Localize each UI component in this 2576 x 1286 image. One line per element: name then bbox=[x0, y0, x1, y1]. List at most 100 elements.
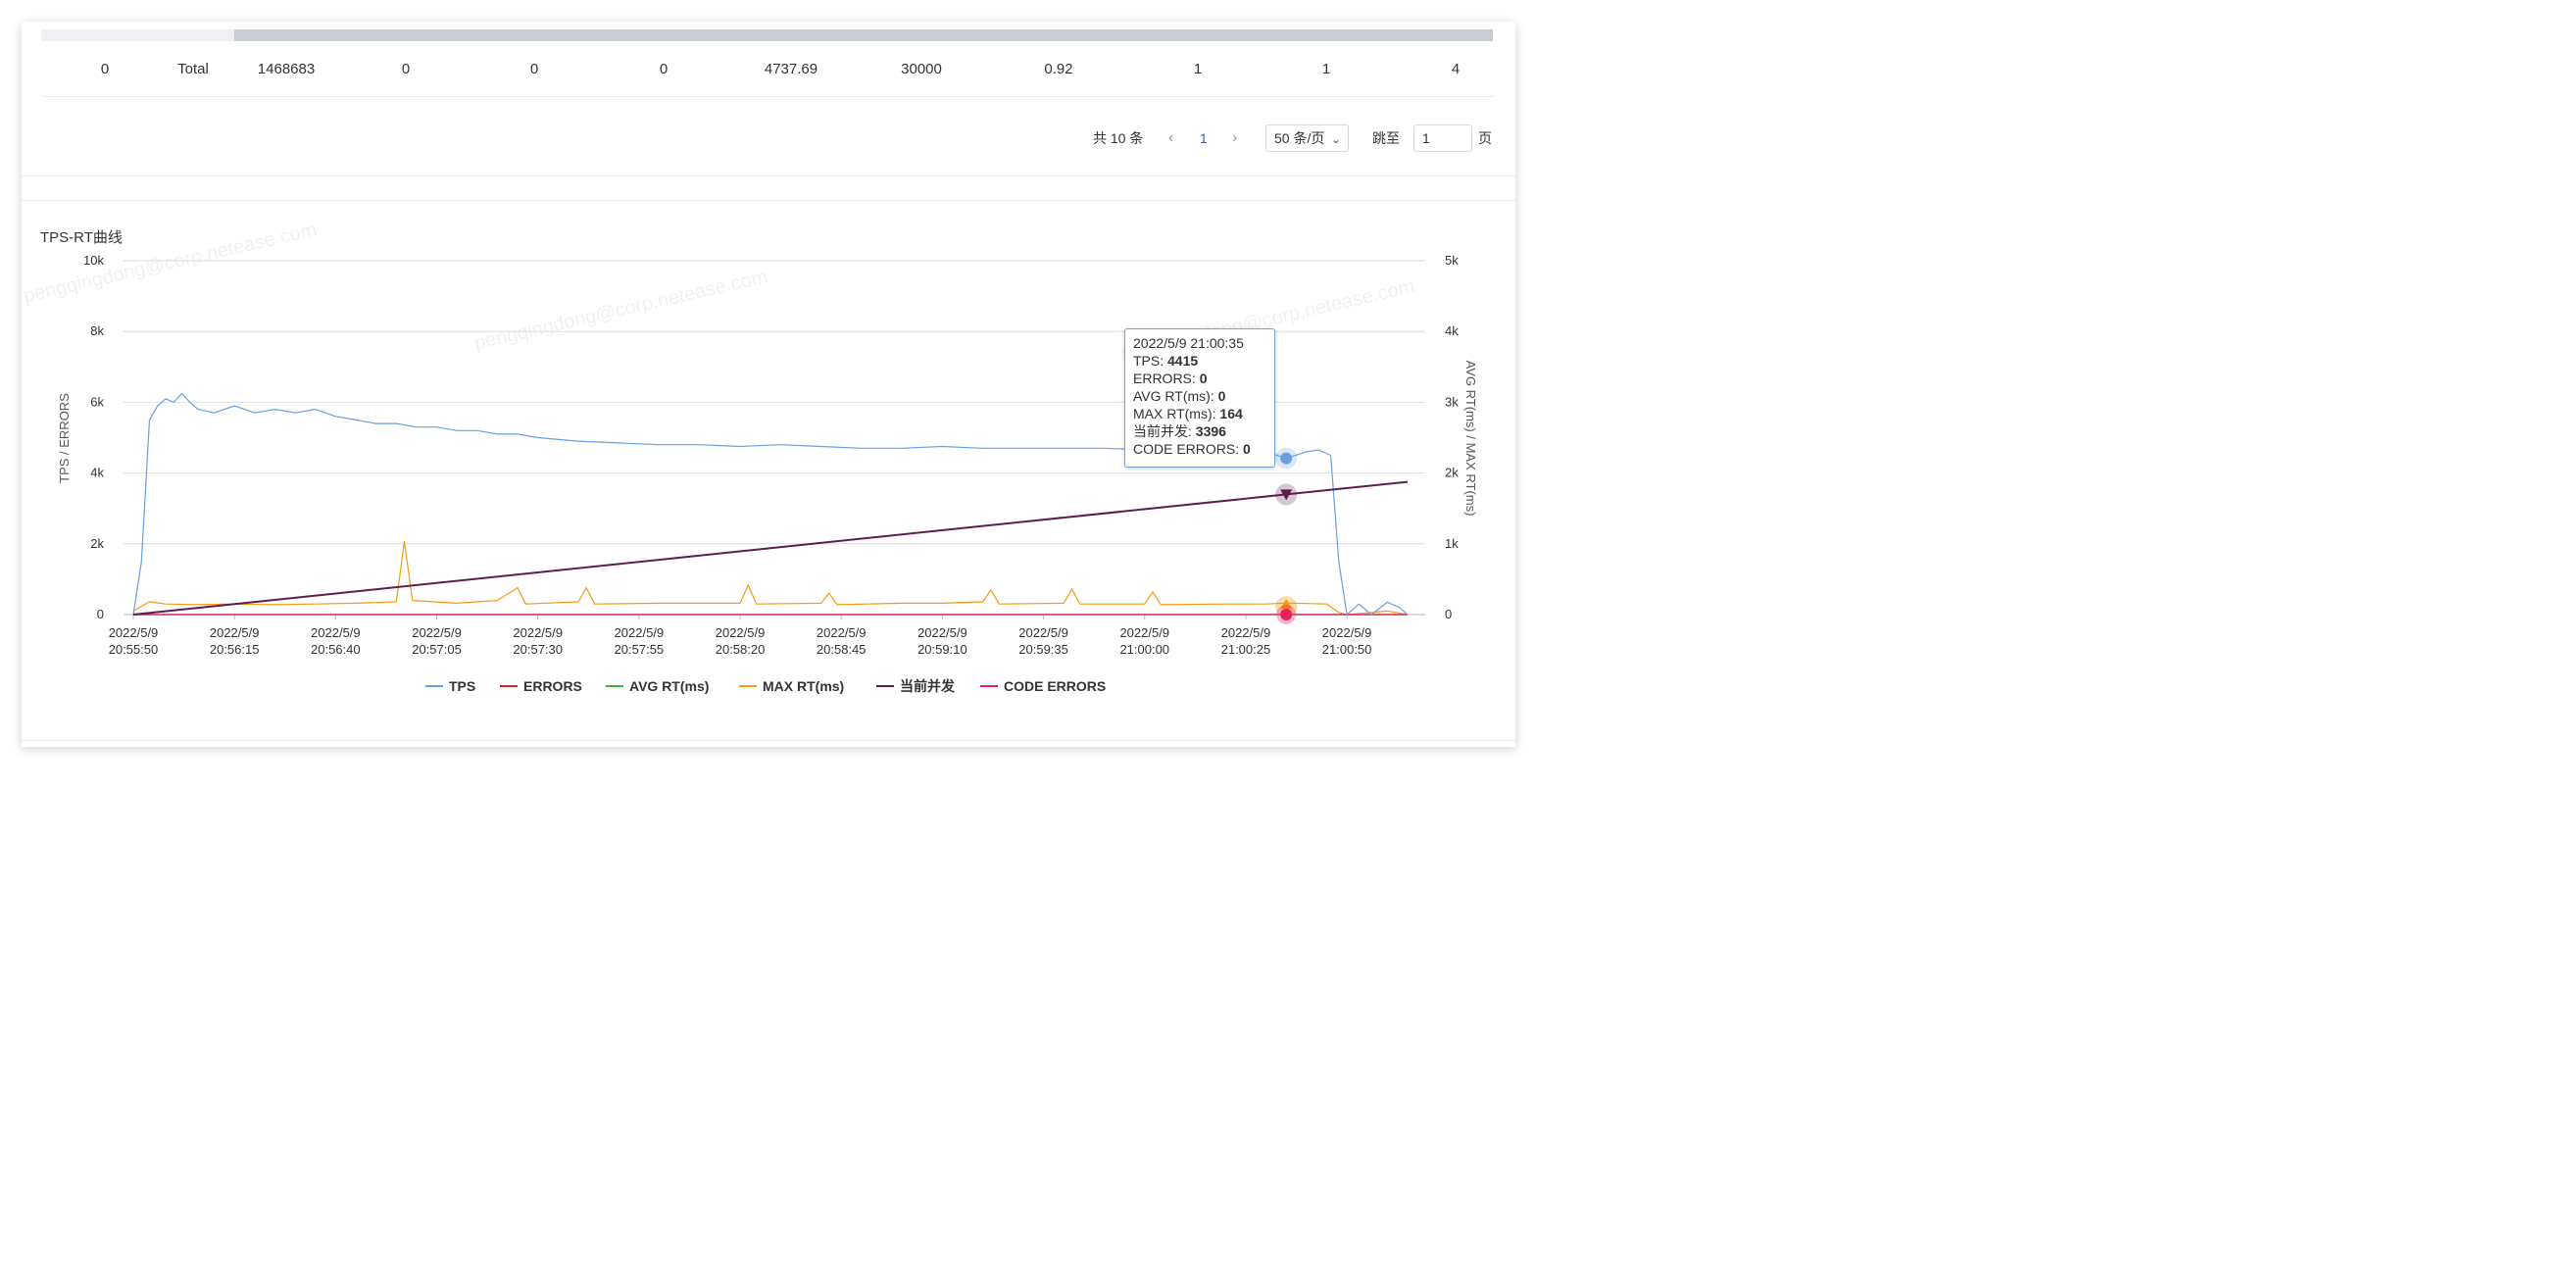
scrollbar-thumb[interactable] bbox=[234, 29, 1493, 41]
table-cell: 4737.69 bbox=[764, 61, 818, 77]
table-cell: 0.92 bbox=[1044, 61, 1073, 77]
x-tick-label: 20:57:05 bbox=[412, 642, 462, 657]
y-right-axis: 0 1k 2k 3k 4k 5k bbox=[1445, 253, 1459, 621]
y-left-tick-label: 6k bbox=[90, 394, 104, 409]
x-tick-label: 2022/5/9 bbox=[109, 625, 159, 640]
x-tick-label: 20:59:35 bbox=[1018, 642, 1068, 657]
chart-series bbox=[132, 392, 1409, 616]
page-size-select[interactable]: 50 条/页 ⌄ bbox=[1265, 124, 1350, 152]
y-left-axis-label: TPS / ERRORS bbox=[57, 393, 72, 483]
legend-swatch bbox=[739, 685, 757, 688]
y-left-tick-label: 10k bbox=[83, 253, 104, 268]
tps-marker bbox=[1280, 452, 1293, 465]
x-tick-label: 2022/5/9 bbox=[615, 625, 665, 640]
chart-tooltip: 2022/5/9 21:00:35 TPS: 4415 ERRORS: 0 AV… bbox=[1124, 328, 1275, 468]
y-right-tick-label: 2k bbox=[1445, 466, 1459, 480]
legend-swatch bbox=[425, 685, 443, 688]
y-left-tick-label: 4k bbox=[90, 466, 104, 480]
x-tick-label: 20:58:20 bbox=[716, 642, 766, 657]
divider bbox=[22, 175, 1515, 176]
jump-page-input[interactable] bbox=[1413, 124, 1472, 152]
table-cell: 1 bbox=[1193, 61, 1203, 77]
table-cell: 0 bbox=[100, 61, 110, 77]
tooltip-row: CODE ERRORS: 0 bbox=[1133, 441, 1251, 457]
legend-item-errors[interactable]: ERRORS bbox=[500, 674, 582, 698]
code-errors-marker bbox=[1280, 609, 1293, 620]
series-line-0 bbox=[132, 392, 1409, 616]
legend-item-avg-rt[interactable]: AVG RT(ms) bbox=[606, 674, 709, 698]
x-tick-label: 21:00:00 bbox=[1119, 642, 1169, 657]
x-axis: 2022/5/9 20:55:50 2022/5/9 20:56:15 2022/5/9… bbox=[109, 615, 1372, 657]
jump-label: 跳至 bbox=[1372, 130, 1400, 146]
pagination: 共 10 条 ‹ 1 › 50 条/页 ⌄ 跳至 页 bbox=[22, 124, 1515, 153]
concurrency-marker bbox=[1280, 489, 1293, 501]
chevron-left-icon[interactable]: ‹ bbox=[1168, 129, 1174, 146]
y-right-tick-label: 0 bbox=[1445, 607, 1452, 621]
x-tick-label: 2022/5/9 bbox=[1018, 625, 1068, 640]
legend-swatch bbox=[606, 685, 623, 688]
y-left-tick-label: 0 bbox=[97, 607, 104, 621]
x-tick-label: 20:56:40 bbox=[311, 642, 361, 657]
x-tick-label: 20:57:30 bbox=[513, 642, 563, 657]
table-cell: 1468683 bbox=[257, 61, 316, 77]
y-right-tick-label: 5k bbox=[1445, 253, 1459, 268]
y-left-tick-label: 2k bbox=[90, 536, 104, 551]
y-right-tick-label: 3k bbox=[1445, 394, 1459, 409]
legend-swatch bbox=[980, 685, 998, 688]
legend-item-tps[interactable]: TPS bbox=[425, 674, 475, 698]
x-tick-label: 21:00:50 bbox=[1322, 642, 1372, 657]
x-tick-label: 2022/5/9 bbox=[817, 625, 867, 640]
x-tick-label: 2022/5/9 bbox=[716, 625, 766, 640]
x-tick-label: 20:56:15 bbox=[210, 642, 260, 657]
chart-title: TPS-RT曲线 bbox=[40, 229, 123, 246]
legend-swatch bbox=[876, 685, 894, 688]
pagination-page-1[interactable]: 1 bbox=[1200, 130, 1208, 146]
page-unit-label: 页 bbox=[1478, 130, 1492, 146]
table-cell: 0 bbox=[659, 61, 669, 77]
table-total-row: 0 Total 1468683 0 0 0 4737.69 30000 0.92… bbox=[41, 51, 1493, 97]
series-line-3 bbox=[132, 540, 1409, 616]
max-rt-marker bbox=[1280, 599, 1293, 610]
x-tick-label: 20:59:10 bbox=[917, 642, 967, 657]
divider bbox=[22, 200, 1515, 201]
tooltip-row: MAX RT(ms): 164 bbox=[1133, 406, 1243, 421]
y-right-axis-label: AVG RT(ms) / MAX RT(ms) bbox=[1463, 361, 1478, 517]
x-tick-label: 2022/5/9 bbox=[210, 625, 260, 640]
chevron-down-icon: ⌄ bbox=[1331, 134, 1341, 146]
x-tick-label: 21:00:25 bbox=[1221, 642, 1271, 657]
x-tick-label: 20:57:55 bbox=[615, 642, 665, 657]
hover-markers bbox=[1275, 447, 1298, 624]
divider bbox=[22, 740, 1515, 741]
x-tick-label: 2022/5/9 bbox=[513, 625, 563, 640]
table-cell: 1 bbox=[1321, 61, 1331, 77]
y-left-axis: 0 2k 4k 6k 8k 10k bbox=[83, 253, 104, 621]
table-cell: 0 bbox=[529, 61, 539, 77]
tps-rt-chart[interactable]: 0 2k 4k 6k 8k 10k 0 1k 2k 3k 4k 5k 2022/5/9 20:55:5… bbox=[22, 22, 1515, 747]
x-tick-label: 2022/5/9 bbox=[1221, 625, 1271, 640]
legend-item-max-rt[interactable]: MAX RT(ms) bbox=[739, 674, 844, 698]
page-size-label: 50 条/页 bbox=[1274, 130, 1325, 146]
y-right-tick-label: 1k bbox=[1445, 536, 1459, 551]
tooltip-row: ERRORS: 0 bbox=[1133, 371, 1208, 386]
tooltip-row: TPS: 4415 bbox=[1133, 353, 1199, 369]
horizontal-scrollbar[interactable] bbox=[41, 29, 1493, 41]
x-tick-label: 20:55:50 bbox=[109, 642, 159, 657]
pagination-total: 共 10 条 bbox=[1093, 130, 1144, 146]
x-tick-label: 2022/5/9 bbox=[311, 625, 361, 640]
chevron-right-icon[interactable]: › bbox=[1232, 129, 1238, 146]
x-tick-label: 2022/5/9 bbox=[412, 625, 462, 640]
table-cell: 30000 bbox=[901, 61, 942, 77]
legend-item-concurrency[interactable]: 当前并发 bbox=[876, 674, 955, 698]
legend-swatch bbox=[500, 685, 518, 688]
x-tick-label: 20:58:45 bbox=[817, 642, 867, 657]
legend-item-code-errors[interactable]: CODE ERRORS bbox=[980, 674, 1106, 698]
x-tick-label: 2022/5/9 bbox=[1119, 625, 1169, 640]
table-cell: Total bbox=[177, 61, 209, 77]
x-tick-label: 2022/5/9 bbox=[1322, 625, 1372, 640]
y-left-tick-label: 8k bbox=[90, 323, 104, 338]
chart-legend: TPS ERRORS AVG RT(ms) MAX RT(ms) 当前并发 CO… bbox=[22, 674, 1515, 698]
report-panel: 0 Total 1468683 0 0 0 4737.69 30000 0.92… bbox=[22, 22, 1515, 747]
table-cell: 4 bbox=[1451, 61, 1461, 77]
table-cell: 0 bbox=[401, 61, 411, 77]
x-tick-label: 2022/5/9 bbox=[917, 625, 967, 640]
